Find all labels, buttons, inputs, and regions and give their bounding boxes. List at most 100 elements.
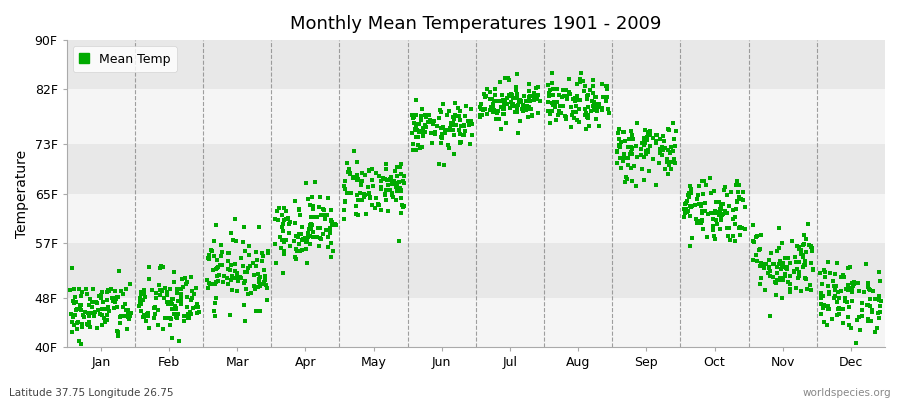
Point — [854, 313, 868, 320]
Point — [416, 129, 430, 135]
Point — [720, 210, 734, 217]
Point — [747, 239, 761, 245]
Point — [365, 166, 380, 172]
Point — [820, 322, 834, 328]
Point — [453, 108, 467, 114]
Point — [207, 253, 221, 259]
Point — [350, 192, 365, 199]
Point — [136, 297, 150, 303]
Point — [356, 178, 370, 184]
Point — [618, 137, 633, 144]
Point — [388, 168, 402, 174]
Point — [698, 182, 713, 188]
Point — [729, 182, 743, 188]
Point — [288, 198, 302, 205]
Point — [216, 279, 230, 286]
Point — [436, 124, 451, 130]
Point — [759, 261, 773, 267]
Point — [438, 127, 453, 133]
Point — [842, 282, 856, 288]
Point — [682, 203, 697, 209]
Point — [240, 291, 255, 298]
Point — [680, 198, 694, 204]
Point — [728, 238, 742, 244]
Point — [323, 225, 338, 231]
Point — [305, 222, 320, 228]
Point — [660, 156, 674, 162]
Point — [790, 266, 805, 272]
Point — [139, 318, 153, 324]
Point — [636, 154, 651, 160]
Point — [804, 287, 818, 293]
Point — [518, 92, 532, 99]
Point — [236, 263, 250, 270]
Point — [220, 274, 234, 281]
Point — [75, 321, 89, 327]
Point — [65, 319, 79, 326]
Point — [67, 322, 81, 328]
Point — [74, 302, 88, 308]
Point — [110, 294, 124, 300]
Point — [722, 203, 736, 209]
Point — [393, 170, 408, 177]
Point — [529, 96, 544, 102]
Point — [425, 140, 439, 146]
Point — [379, 197, 393, 204]
Point — [337, 216, 351, 222]
Point — [420, 119, 435, 126]
Point — [230, 272, 245, 278]
Point — [712, 198, 726, 205]
Point — [344, 190, 358, 196]
Point — [498, 74, 512, 81]
Point — [616, 158, 630, 164]
Point — [729, 198, 743, 205]
Point — [516, 108, 530, 114]
Point — [282, 221, 296, 227]
Point — [841, 265, 855, 271]
Point — [716, 186, 731, 193]
Point — [472, 104, 487, 110]
Point — [114, 288, 129, 294]
Point — [323, 226, 338, 233]
Point — [140, 311, 154, 317]
Point — [326, 248, 340, 255]
Point — [650, 132, 664, 138]
Point — [314, 212, 328, 218]
Point — [625, 132, 639, 138]
Point — [293, 230, 308, 237]
Point — [192, 309, 206, 316]
Point — [411, 134, 426, 140]
Point — [444, 120, 458, 127]
Point — [827, 283, 842, 289]
Point — [213, 241, 228, 248]
Point — [706, 233, 721, 239]
Point — [184, 288, 199, 294]
Point — [638, 139, 652, 146]
Point — [255, 258, 269, 264]
Point — [306, 228, 320, 235]
Point — [684, 204, 698, 210]
Point — [504, 91, 518, 97]
Point — [656, 147, 670, 154]
Point — [451, 105, 465, 112]
Point — [81, 322, 95, 328]
Point — [510, 93, 525, 100]
Point — [691, 201, 706, 207]
Point — [601, 110, 616, 117]
Point — [714, 215, 728, 222]
Point — [447, 150, 462, 157]
Point — [169, 315, 184, 321]
Point — [571, 97, 585, 103]
Point — [282, 215, 296, 222]
Point — [303, 241, 318, 247]
Point — [814, 294, 828, 300]
Point — [813, 270, 827, 277]
Point — [845, 298, 859, 304]
Point — [321, 244, 336, 250]
Point — [435, 131, 449, 138]
Point — [531, 84, 545, 90]
Point — [600, 86, 615, 92]
Point — [696, 190, 710, 197]
Point — [855, 300, 869, 306]
Point — [746, 222, 760, 228]
